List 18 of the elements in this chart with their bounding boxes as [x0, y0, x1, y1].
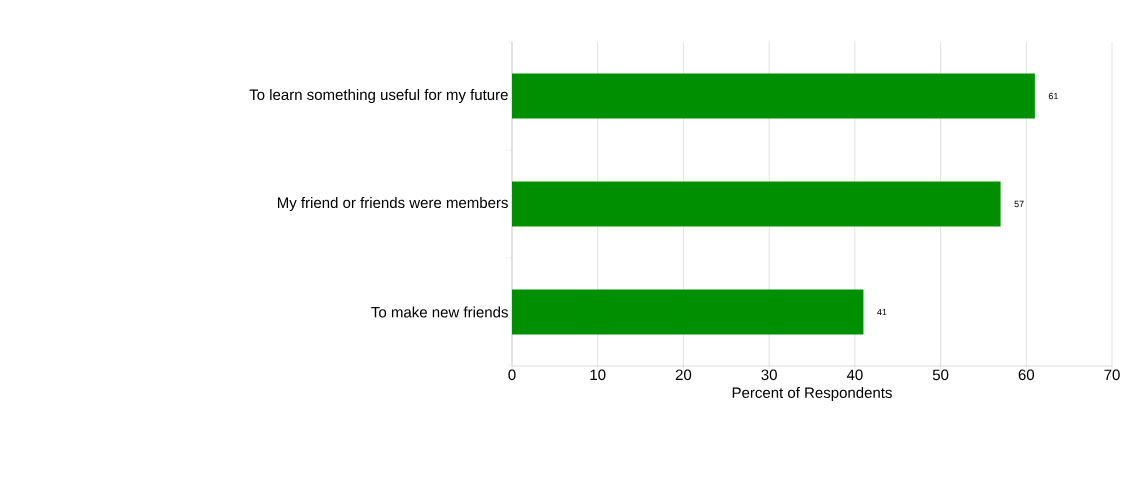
x-tick-label: 60: [1018, 369, 1035, 381]
bar: [512, 181, 1001, 227]
x-axis-title: Percent of Respondents: [732, 386, 892, 401]
bar: [512, 289, 864, 335]
y-tick-label: To make new friends: [371, 306, 508, 318]
y-tick-label: To learn something useful for my future: [249, 89, 508, 103]
x-tick-label: 20: [675, 369, 692, 381]
x-tick-label: 50: [932, 369, 949, 381]
data-label: 61: [1048, 92, 1058, 100]
data-label: 57: [1014, 200, 1024, 208]
x-tick-label: 70: [1104, 369, 1120, 381]
bar: [512, 73, 1035, 119]
x-tick-label: 0: [508, 369, 516, 381]
data-label: 41: [877, 308, 887, 316]
x-tick-label: 10: [590, 369, 606, 381]
y-tick-label: My friend or friends were members: [277, 197, 508, 211]
x-tick-label: 40: [846, 369, 863, 381]
x-tick-label: 30: [761, 369, 777, 381]
